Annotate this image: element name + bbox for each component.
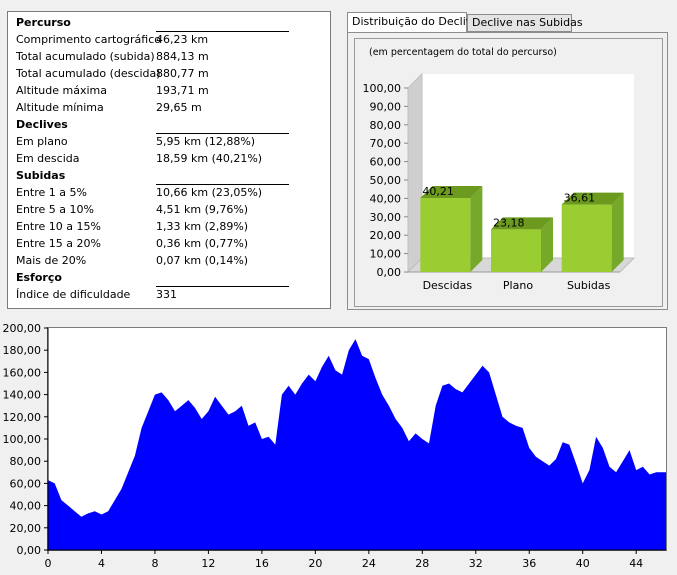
section-divider (156, 184, 289, 185)
tab-declive-subidas[interactable]: Declive nas Subidas (467, 14, 583, 32)
stat-label: Comprimento cartográfico (16, 33, 161, 46)
y-tick-label: 200,00 (3, 322, 42, 335)
stat-value: 1,33 km (2,89%) (156, 220, 249, 233)
stat-label: Mais de 20% (16, 254, 87, 267)
y-tick-label: 60,00 (10, 477, 42, 490)
y-tick-label: 0,00 (377, 266, 402, 279)
y-tick-label: 160,00 (3, 366, 42, 379)
y-tick-label: 20,00 (10, 522, 42, 535)
y-tick-label: 90,00 (370, 100, 402, 113)
y-tick-label: 20,00 (370, 229, 402, 242)
y-tick-label: 0,00 (17, 544, 42, 557)
stat-label: Entre 1 a 5% (16, 186, 87, 199)
x-tick-label: 28 (415, 557, 429, 570)
stat-label: Índice de dificuldade (16, 288, 131, 301)
stat-label: Em plano (16, 135, 68, 148)
stat-label: Em descida (16, 152, 80, 165)
stat-value: 0,36 km (0,77%) (156, 237, 249, 250)
section-divider (156, 133, 289, 134)
x-tick-label: 0 (45, 557, 52, 570)
y-tick-label: 50,00 (370, 174, 402, 187)
bar-value-label: 36,61 (564, 192, 596, 205)
x-tick-label: 36 (522, 557, 536, 570)
stat-value: 331 (156, 288, 177, 301)
tab-distribuicao-declive[interactable]: Distribuição do Declive (347, 12, 479, 33)
bar-top (561, 192, 624, 205)
bar-top (491, 217, 553, 230)
stat-value: 46,23 km (156, 33, 209, 46)
stat-value: 0,07 km (0,14%) (156, 254, 249, 267)
y-tick-label: 70,00 (370, 137, 402, 150)
x-tick-label: 20 (308, 557, 322, 570)
y-tick-label: 120,00 (3, 411, 42, 424)
slope-distribution-chart: (em percentagem do total do percurso) 0,0… (363, 47, 636, 292)
elevation-area (48, 339, 666, 550)
y-tick-label: 40,00 (370, 192, 402, 205)
section-divider (156, 286, 289, 287)
section-title-subidas: Subidas (16, 169, 66, 182)
stat-label: Entre 5 a 10% (16, 203, 94, 216)
bar-value-label: 23,18 (493, 216, 525, 229)
y-tick-label: 30,00 (370, 211, 402, 224)
bar-side (541, 217, 553, 272)
y-tick-label: 80,00 (10, 455, 42, 468)
bar-value-label: 40,21 (422, 185, 454, 198)
bar-side (470, 186, 483, 272)
stat-value: 10,66 km (23,05%) (156, 186, 263, 199)
stat-label: Total acumulado (subida) (16, 50, 155, 63)
x-tick-label: 40 (576, 557, 590, 570)
bar-front (561, 204, 612, 272)
stat-value: 5,95 km (12,88%) (156, 135, 256, 148)
section-title-declives: Declives (16, 118, 68, 131)
stat-label: Entre 15 a 20% (16, 237, 101, 250)
elevation-profile-chart: 0,00 20,00 40,00 60,00 80,00 100,00 120,00 140,… (3, 322, 666, 570)
y-tick-label: 80,00 (370, 119, 402, 132)
x-tick-label: 4 (98, 557, 105, 570)
y-tick-label: 100,00 (363, 82, 402, 95)
y-tick-label: 60,00 (370, 156, 402, 169)
x-tick-label: 44 (629, 557, 643, 570)
y-tick-label: 180,00 (3, 344, 42, 357)
bar-front (420, 198, 471, 272)
y-tick-label: 10,00 (370, 248, 402, 261)
category-label: Plano (503, 279, 533, 292)
bar-front (491, 229, 541, 272)
section-title-esforco: Esforço (16, 271, 62, 284)
statistics-panel: Percurso Comprimento cartográfico 46,23 km… (7, 11, 331, 309)
y-tick-label: 100,00 (3, 433, 42, 446)
stat-value: 884,13 m (156, 50, 209, 63)
x-tick-label: 12 (201, 557, 215, 570)
stat-value: 193,71 m (156, 84, 209, 97)
stat-label: Altitude máxima (16, 84, 107, 97)
stat-label: Altitude mínima (16, 101, 104, 114)
chart-left-wall (407, 72, 423, 274)
x-tick-label: 16 (255, 557, 269, 570)
x-tick-label: 8 (151, 557, 158, 570)
stat-value: 18,59 km (40,21%) (156, 152, 263, 165)
stat-label: Total acumulado (descida) (16, 67, 161, 80)
stat-value: 880,77 m (156, 67, 209, 80)
y-tick-label: 140,00 (3, 389, 42, 402)
bar-side (611, 192, 624, 272)
x-tick-label: 24 (362, 557, 376, 570)
category-label: Subidas (567, 279, 611, 292)
stat-value: 4,51 km (9,76%) (156, 203, 249, 216)
section-divider (156, 31, 289, 32)
section-title-percurso: Percurso (16, 16, 71, 29)
category-label: Descidas (423, 279, 473, 292)
chart-subtitle: (em percentagem do total do percurso) (369, 47, 557, 58)
y-tick-label: 40,00 (10, 500, 42, 513)
stat-label: Entre 10 a 15% (16, 220, 101, 233)
bar-top (420, 186, 483, 199)
x-tick-label: 32 (469, 557, 483, 570)
stat-value: 29,65 m (156, 101, 202, 114)
